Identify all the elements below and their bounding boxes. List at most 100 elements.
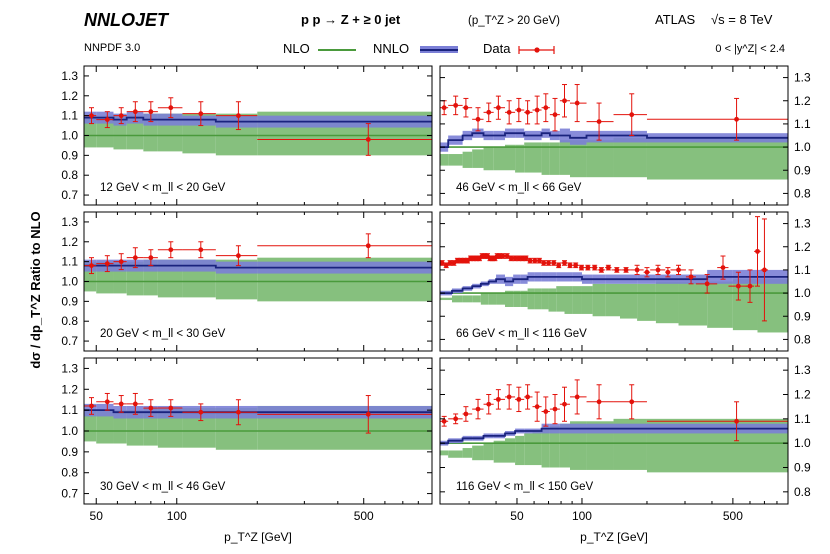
data-point [516, 107, 522, 113]
data-point [598, 267, 604, 273]
legend-nnlo-label: NNLO [373, 41, 409, 56]
data-point [365, 137, 371, 142]
panel-label: 20 GeV < m_ll < 30 GeV [100, 328, 226, 340]
nnlo-central-line [440, 132, 788, 148]
data-point [463, 105, 469, 111]
nlo-band-bin [524, 433, 533, 466]
nlo-band-bin [520, 290, 528, 307]
data-point [552, 406, 558, 412]
panel-6: 1.3 1.2 1.1 1.0 0.9 0.8 50 100 500 116 GeV < m_ll… [439, 357, 811, 523]
nnlo-band-bin [586, 130, 614, 143]
nlo-band-bin [84, 410, 97, 442]
data-point [543, 409, 549, 414]
panel-plot-area [440, 379, 788, 473]
data-point [235, 253, 241, 259]
data-point [475, 406, 481, 412]
data-point [527, 258, 533, 264]
panel-label: 116 GeV < m_ll < 150 GeV [456, 481, 594, 493]
data-point [534, 404, 540, 410]
nlo-band-bin [549, 426, 560, 468]
data-point [132, 255, 138, 261]
y-tick-label: 1.3 [61, 69, 78, 83]
nlo-band-bin [126, 410, 144, 446]
nlo-band-bin [541, 428, 550, 468]
data-point [440, 260, 445, 266]
y-tick-label: 1.3 [61, 361, 78, 375]
data-point [453, 102, 459, 108]
data-point [168, 405, 174, 411]
y-tick-label: 1.0 [794, 436, 811, 450]
y-tick-label: 0.7 [61, 188, 78, 202]
data-point [665, 269, 671, 275]
data-point [734, 116, 739, 122]
panel-frame [439, 65, 789, 206]
nlo-band-bin [483, 443, 494, 461]
data-point [655, 267, 661, 273]
x-tick-label: 100 [572, 509, 592, 523]
y-tick-label: 1.0 [794, 140, 811, 154]
y-tick-label: 1.2 [794, 388, 811, 402]
legend: NLO NNLO Data [283, 41, 555, 56]
y-tick-label: 0.9 [794, 309, 811, 323]
nlo-band-bin [440, 154, 449, 166]
x-axis-title-left: p_T^Z [GeV] [224, 530, 292, 544]
nlo-band-bin [513, 290, 521, 307]
data-point [475, 116, 481, 122]
y-tick-label: 0.9 [61, 148, 78, 162]
x-tick-label: 50 [510, 509, 524, 523]
data-point [516, 255, 522, 261]
data-point [495, 396, 501, 402]
nlo-band-bin [488, 293, 497, 305]
data-point [118, 401, 124, 407]
x-tick-label: 50 [90, 509, 104, 523]
nlo-band-bin [534, 288, 542, 310]
data-point [562, 260, 567, 266]
nnlo-band-bin [613, 130, 647, 143]
panel-plot-area [84, 233, 432, 302]
data-point [148, 405, 154, 411]
data-point [623, 267, 629, 273]
nlo-band-bin [541, 142, 550, 175]
data-point [148, 255, 154, 261]
data-point [520, 255, 525, 261]
panel-label: 12 GeV < m_ll < 20 GeV [100, 182, 226, 194]
data-point [104, 117, 110, 123]
nlo-band-bin [504, 144, 516, 171]
x-tick-label: 500 [723, 509, 743, 523]
data-point [500, 253, 506, 259]
data-point [132, 401, 138, 407]
data-point [447, 260, 453, 266]
y-tick-label: 0.8 [794, 485, 811, 499]
nlo-band-bin [572, 286, 582, 314]
y-tick-label: 1.2 [61, 235, 78, 249]
y-tick-label: 1.2 [61, 382, 78, 396]
nlo-band-bin [493, 440, 505, 463]
nlo-band-bin [462, 151, 473, 168]
data-point [198, 111, 204, 117]
y-tick-label: 1.1 [794, 117, 811, 131]
panels: 1.3 1.2 1.1 1.0 0.9 0.8 0.7 12 GeV < m_ll < 20 … [61, 65, 811, 523]
legend-data-marker [534, 47, 540, 53]
data-point [573, 262, 579, 268]
panel-plot-area [84, 392, 432, 450]
data-point [525, 394, 531, 400]
data-point [592, 265, 598, 270]
y-tick-label: 1.3 [794, 363, 811, 377]
y-tick-label: 0.9 [61, 445, 78, 459]
nlo-band-bin [96, 410, 114, 444]
nlo-band-bin [532, 142, 542, 173]
y-tick-label: 1.1 [794, 412, 811, 426]
data-point [755, 248, 760, 254]
data-point [523, 255, 529, 261]
y-tick-label: 0.8 [61, 466, 78, 480]
nlo-band-bin [448, 154, 463, 166]
data-point [543, 105, 549, 111]
data-point [235, 409, 241, 415]
y-tick-label: 0.7 [61, 334, 78, 348]
nlo-band-bin [541, 288, 549, 310]
nlo-band-bin [678, 281, 708, 326]
data-point [486, 109, 492, 115]
nlo-band-bin [480, 293, 489, 305]
y-tick-label: 0.9 [794, 163, 811, 177]
nlo-band-bin [472, 149, 484, 168]
